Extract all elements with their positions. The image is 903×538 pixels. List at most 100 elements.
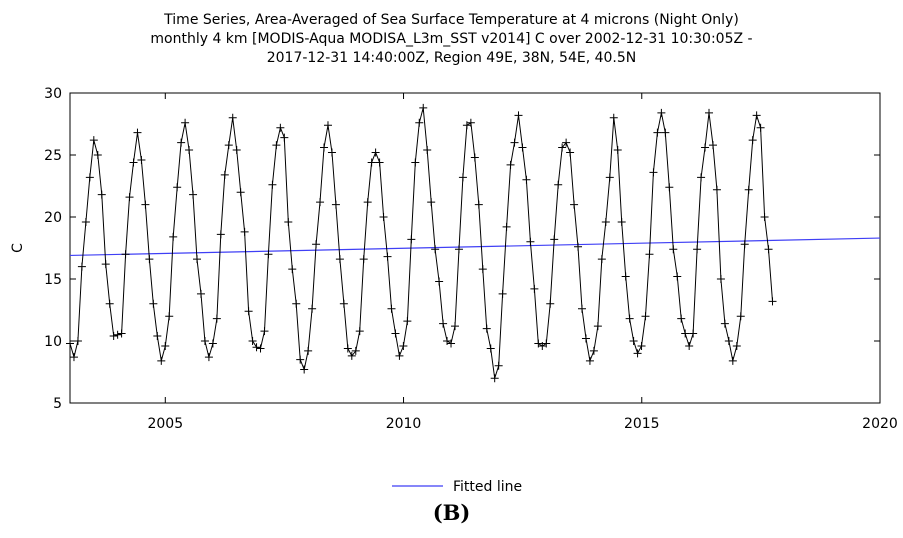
sst-point-89 [419,103,428,112]
sst-point-92 [431,245,440,254]
sst-point-3 [77,262,86,271]
sst-point-64 [320,143,329,152]
sst-point-70 [343,344,352,353]
sst-point-99 [458,173,467,182]
sst-point-33 [196,289,205,298]
sst-point-128 [574,242,583,251]
sst-point-106 [486,344,495,353]
chart-title-line-1: Time Series, Area-Averaged of Sea Surfac… [164,12,739,28]
sst-point-15 [125,193,134,202]
x-tick-label-2005: 2005 [147,416,183,432]
sst-point-130 [581,334,590,343]
sst-point-113 [514,111,523,120]
sst-point-146 [645,250,654,259]
sst-point-156 [685,341,694,350]
sst-point-165 [720,319,729,328]
sst-point-96 [447,339,456,348]
sst-point-56 [288,265,297,274]
sst-point-120 [542,339,551,348]
sst-point-175 [760,213,769,221]
legend-fitted-line-label: Fitted line [453,479,522,495]
sst-point-76 [367,158,376,167]
sst-point-140 [621,272,630,281]
sst-point-20 [145,255,154,264]
sst-point-110 [502,222,511,231]
sst-point-132 [589,346,598,355]
sst-point-117 [530,284,539,293]
sst-point-108 [494,361,503,370]
sst-point-80 [383,252,392,261]
sst-point-177 [768,297,777,306]
fitted-line-layer [69,237,881,257]
y-tick-label-20: 20 [44,210,62,226]
sst-point-66 [327,148,336,157]
sst-point-157 [689,329,698,338]
sst-point-153 [673,272,682,281]
sst-point-24 [161,341,170,350]
sst-point-81 [387,304,396,313]
sst-point-7 [93,151,102,159]
sst-point-37 [212,314,221,323]
sst-point-147 [649,168,658,177]
sst-point-166 [724,337,733,345]
sst-point-35 [204,353,213,362]
sst-point-151 [665,183,674,192]
y-tick-label-10: 10 [44,334,62,350]
sst-point-134 [597,255,606,264]
sst-point-21 [149,299,158,308]
sst-point-162 [708,141,717,150]
sst-point-171 [744,185,753,194]
sst-point-71 [347,351,356,360]
sst-point-6 [89,136,98,145]
sst-point-174 [756,123,765,132]
sst-point-84 [399,341,408,350]
sst-point-160 [701,143,710,152]
sst-point-14 [121,250,130,259]
sst-point-74 [359,255,368,264]
sst-point-26 [169,232,178,241]
sst-point-28 [177,138,186,147]
sst-point-107 [490,374,499,383]
sst-point-143 [633,349,642,358]
sst-point-43 [236,188,245,197]
sst-point-94 [439,319,448,328]
sst-point-29 [181,118,190,127]
figure-caption: (B) [432,500,471,525]
x-tick-label-2015: 2015 [624,416,660,432]
sst-point-150 [661,128,670,137]
sst-point-61 [308,304,317,313]
sst-point-131 [585,356,594,365]
sst-point-163 [712,185,721,194]
sst-point-78 [375,158,384,167]
plot-axes: C [10,92,881,404]
y-tick-label-15: 15 [44,272,62,288]
sst-point-53 [276,123,285,132]
sst-point-101 [466,118,475,127]
sst-point-11 [109,332,118,341]
y-tick-label-5: 5 [53,396,62,412]
sst-point-116 [526,237,535,246]
sst-point-122 [550,235,559,244]
sst-point-79 [379,213,388,221]
sst-point-8 [97,190,106,199]
sst-point-97 [450,322,459,331]
sst-point-44 [240,227,249,236]
sst-point-159 [697,173,706,182]
sst-point-115 [522,175,531,184]
sst-point-158 [693,245,702,254]
sst-point-0 [66,339,74,348]
sst-point-167 [728,356,737,365]
sst-point-49 [260,327,269,336]
sst-point-148 [653,128,662,137]
sst-point-102 [470,153,479,162]
x-tick-label-2010: 2010 [386,416,422,432]
sst-point-47 [252,343,261,352]
sst-point-86 [407,235,416,244]
sst-point-16 [129,158,138,167]
sst-point-154 [677,314,686,323]
y-tick-label-25: 25 [44,148,62,164]
sst-point-121 [546,299,555,308]
chart-title-line-2: monthly 4 km [MODIS-Aqua MODISA_L3m_SST … [150,31,753,47]
sst-point-141 [625,314,634,323]
